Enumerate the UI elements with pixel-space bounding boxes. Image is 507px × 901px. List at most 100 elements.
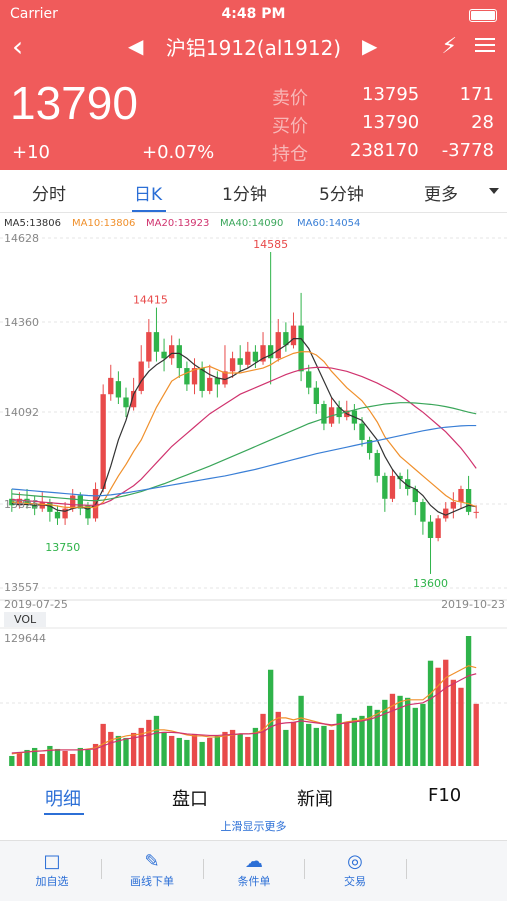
y-tick-13825: 13825 [4,498,39,511]
volume-bar [328,729,335,766]
candle-body [47,502,53,512]
volume-bar [351,717,358,766]
candle-body [130,390,137,408]
toolbar-divider [101,859,102,879]
active-detail-indicator [44,813,84,815]
volume-bar [443,659,449,766]
volume-bar [16,751,23,766]
ma10-label: MA10:13806 [72,218,136,229]
tab-news[interactable]: 新闻 [297,789,333,810]
tab-daily-k[interactable]: 日K [134,185,163,205]
volume-bar [283,729,289,766]
candle-body [389,475,396,499]
candle-body [54,511,61,519]
volume-bar [31,747,38,766]
y-tick-13557: 13557 [4,581,39,594]
volume-bar [290,721,297,766]
open-interest-change: -3778 [441,140,494,161]
trade-label: 交易 [344,875,366,888]
ma-line-ma10 [11,351,477,509]
k-line-chart[interactable]: 14585 14415 13600 13750 [0,228,507,788]
ma5-label: MA5:13806 [4,218,62,229]
volume-bar [374,709,380,766]
tab-f10[interactable]: F10 [428,785,462,806]
volume-bar [146,719,152,766]
candle-body [313,387,319,405]
volume-bar [412,707,418,766]
volume-bar [344,721,350,766]
contract-title[interactable]: 沪铝1912(al1912) [165,36,342,60]
draw-order-label: 画线下单 [130,875,174,888]
candle-body [138,361,144,391]
ma-line-ma5 [11,338,477,516]
tab-intraday[interactable]: 分时 [32,185,66,205]
volume-bar [115,735,122,766]
ma60-label: MA60:14054 [297,218,361,229]
conditional-order-button[interactable]: ☁ 条件单 [214,851,294,889]
draw-order-button[interactable]: ✎ 画线下单 [112,851,192,889]
y-tick-14628: 14628 [4,232,39,245]
tab-orderbook[interactable]: 盘口 [172,789,208,810]
tab-more[interactable]: 更多 [424,185,458,205]
battery-icon [469,9,497,22]
candle-body [62,508,68,519]
next-contract-icon[interactable]: ▶ [362,34,378,58]
candle-body [169,345,175,359]
last-price: 13790 [10,77,138,129]
volume-bar [306,723,312,766]
nav-bar: ‹ ◀ 沪铝1912(al1912) ▶ ⚡︎ [0,28,507,64]
tab-1min[interactable]: 1分钟 [222,185,267,205]
pen-icon: ✎ [144,851,160,872]
prev-contract-icon[interactable]: ◀ [128,34,144,58]
volume-bar [298,695,304,766]
candle-body [473,511,479,513]
clock: 4:48 PM [221,6,286,22]
volume-bar [191,733,198,766]
volume-bar [169,735,175,766]
ma-line-ma40 [11,402,477,502]
back-chevron-icon[interactable]: ‹ [12,30,24,63]
add-watchlist-icon: □ [43,851,61,872]
cloud-icon: ☁ [245,851,263,872]
candle-body [207,377,213,391]
volume-bar [199,741,205,766]
action-toolbar: □ 加自选 ✎ 画线下单 ☁ 条件单 ◎ 交易 [0,840,507,901]
ma40-label: MA40:14090 [220,218,284,229]
volume-bar [222,731,228,766]
low-price-label: 13600 [413,577,448,590]
volume-bar [473,703,479,766]
candle-body [283,332,289,346]
carrier-label: Carrier [10,6,58,22]
candle-body [405,479,411,489]
volume-max: 129644 [4,632,46,645]
volume-indicator-label[interactable]: VOL [4,612,47,627]
volume-bar [427,660,434,766]
volume-bar [465,636,472,766]
tab-detail[interactable]: 明细 [45,789,81,810]
candle-body [252,351,259,362]
tab-5min[interactable]: 5分钟 [319,185,364,205]
volume-bar [420,703,426,766]
period-tabs: 分时 日K 1分钟 5分钟 更多 [0,172,507,213]
x-start-date: 2019-07-25 [4,598,68,611]
candle-body [70,495,76,509]
price-change-pct: +0.07% [142,142,215,163]
bid-price: 13790 [362,112,420,133]
menu-icon[interactable] [475,34,495,56]
detail-tabs: 明细 盘口 新闻 F10 [0,775,507,815]
add-watchlist-button[interactable]: □ 加自选 [12,851,92,889]
volume-ma-line-2 [11,673,477,754]
local-low-label: 13750 [45,541,80,554]
trade-button[interactable]: ◎ 交易 [315,851,395,889]
candle-body [77,495,83,509]
volume-bar [229,729,236,766]
candle-body [161,351,167,359]
ask-volume: 171 [459,84,494,105]
dropdown-arrow-icon[interactable] [489,188,499,194]
lightning-icon[interactable]: ⚡︎ [441,34,457,59]
volume-bar [382,699,388,766]
candle-body [245,351,251,365]
candle-body [146,332,152,362]
candle-body [199,368,205,391]
volume-bar [9,755,15,766]
